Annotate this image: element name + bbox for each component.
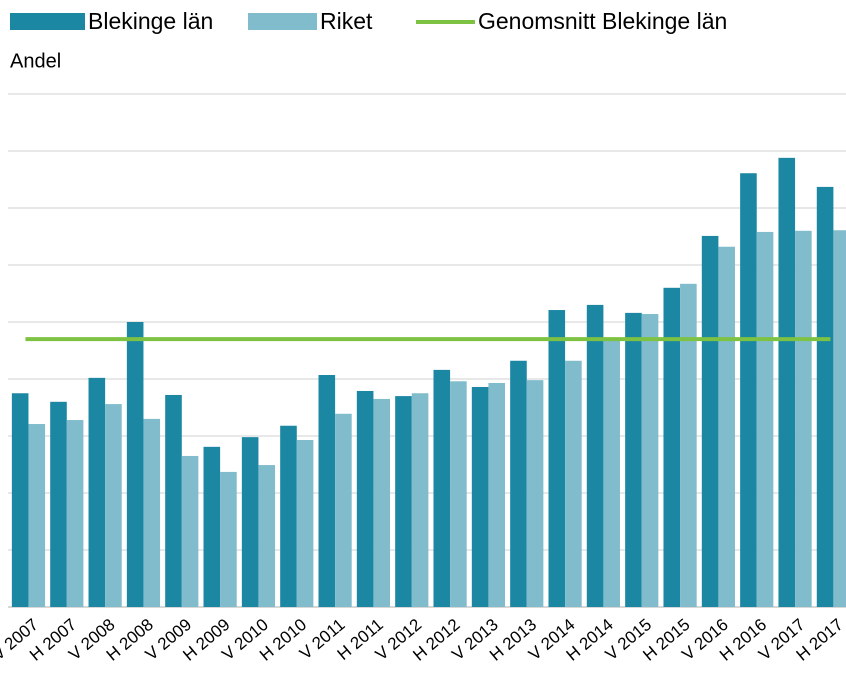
- bar: [756, 231, 774, 607]
- bar: [833, 230, 846, 608]
- bar: [411, 393, 429, 607]
- bar: [220, 471, 237, 607]
- bar: [105, 404, 122, 607]
- legend-label: Blekinge län: [88, 8, 213, 34]
- bar: [603, 337, 621, 607]
- bar: [718, 246, 736, 607]
- bar: [318, 375, 336, 607]
- bar: [795, 230, 812, 608]
- legend-label: Riket: [320, 8, 373, 34]
- bar: [66, 420, 84, 607]
- y-axis-label: Andel: [10, 50, 61, 72]
- legend-swatch: [248, 13, 317, 30]
- bar: [526, 380, 544, 607]
- bar: [373, 398, 391, 607]
- bar: [356, 390, 374, 607]
- bar: [565, 360, 582, 607]
- bar: [165, 394, 182, 607]
- bar: [680, 283, 697, 607]
- bar: [663, 287, 681, 607]
- bar: [471, 386, 489, 607]
- bar: [280, 425, 297, 607]
- bar: [50, 401, 67, 607]
- bar: [641, 314, 659, 607]
- bar: [701, 235, 719, 607]
- bar: [395, 396, 412, 607]
- bar: [778, 157, 796, 607]
- bar: [126, 322, 144, 607]
- legend-label: Genomsnitt Blekinge län: [478, 8, 727, 34]
- bar: [510, 360, 527, 607]
- bar: [488, 382, 506, 607]
- bar: [586, 304, 604, 607]
- bar: [625, 312, 642, 607]
- legend-swatch: [10, 13, 85, 30]
- bar: [241, 437, 259, 607]
- bar: [181, 455, 199, 607]
- bar: [11, 393, 29, 607]
- bar: [296, 439, 314, 607]
- bar: [548, 310, 566, 607]
- bar: [258, 465, 276, 607]
- bar: [740, 173, 757, 608]
- bar: [203, 446, 221, 607]
- bar: [335, 413, 352, 607]
- bar: [88, 377, 106, 607]
- bar: [450, 381, 467, 607]
- bar: [143, 418, 161, 607]
- bar: [28, 424, 46, 607]
- bar: [816, 186, 834, 607]
- bar: [433, 369, 451, 607]
